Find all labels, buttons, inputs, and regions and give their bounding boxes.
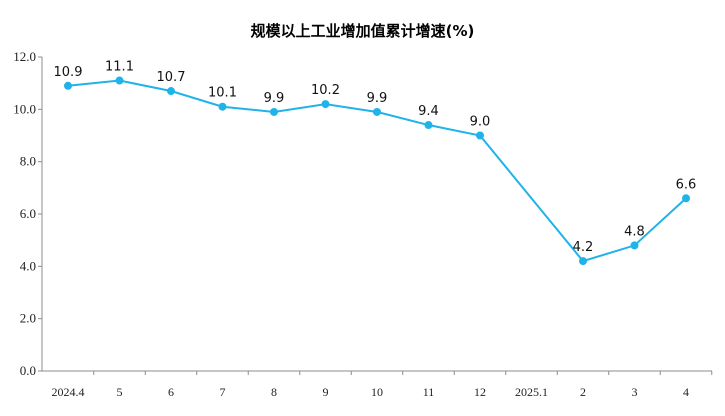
x-tick-label-11: 3 xyxy=(632,385,638,399)
data-point-9 xyxy=(321,100,330,109)
x-tick-label-1: 5 xyxy=(117,385,123,399)
data-label-11: 9.4 xyxy=(418,104,439,119)
x-tick-label-2: 6 xyxy=(168,385,174,399)
data-point-3 xyxy=(630,241,639,250)
data-label-9: 10.2 xyxy=(311,83,340,98)
y-tick-label-8-0: 8.0 xyxy=(20,154,36,169)
x-tick-label-3: 7 xyxy=(220,385,226,399)
data-point-5 xyxy=(115,76,124,85)
data-label-7: 10.1 xyxy=(208,86,237,101)
x-tick-label-8: 12 xyxy=(474,385,486,399)
data-point-11 xyxy=(424,121,433,130)
data-label-5: 11.1 xyxy=(105,60,134,75)
series-lines xyxy=(67,79,687,263)
data-label-3: 4.8 xyxy=(624,224,645,239)
data-point-6 xyxy=(167,87,175,96)
y-tick-label-12-0: 12.0 xyxy=(13,49,36,64)
data-point-10 xyxy=(373,107,381,116)
data-point-2024.4 xyxy=(64,81,72,90)
data-point-8 xyxy=(270,107,278,116)
y-tick-label-6-0: 6.0 xyxy=(20,206,36,221)
data-label-4: 6.6 xyxy=(676,177,697,192)
data-point-2 xyxy=(579,257,587,266)
data-label-6: 10.7 xyxy=(157,70,186,85)
x-tick-label-9: 2025.1 xyxy=(515,385,548,399)
x-tick-label-7: 11 xyxy=(423,385,435,399)
data-label-2024.4: 10.9 xyxy=(54,65,83,80)
data-label-8: 9.9 xyxy=(264,91,285,106)
data-points xyxy=(64,76,690,266)
y-tick-label-2-0: 2.0 xyxy=(20,311,36,326)
data-point-7 xyxy=(218,102,227,111)
x-tick-label-12: 4 xyxy=(683,385,689,399)
x-tick-label-5: 9 xyxy=(323,385,329,399)
data-label-12: 9.0 xyxy=(470,115,491,130)
chart-title: 规模以上工业增加值累计增速(%) xyxy=(250,22,475,40)
series-line-0-0 xyxy=(67,79,687,263)
data-labels: 10.9 11.1 10.7 10.1 9.9 10.2 9.9 9.4 9.0 4.2 4.8 6.… xyxy=(54,60,697,256)
data-label-2: 4.2 xyxy=(573,240,594,255)
x-tick-label-4: 8 xyxy=(271,385,277,399)
data-point-4 xyxy=(682,194,690,203)
x-ticks: 2024.4 5 6 7 8 9 10 11 12 2025.1 2 3 4 xyxy=(52,371,713,399)
y-tick-label-0-0: 0.0 xyxy=(20,363,36,378)
x-tick-label-0: 2024.4 xyxy=(52,385,85,399)
y-tick-label-10-0: 10.0 xyxy=(13,101,36,116)
y-ticks: 0.0 2.0 4.0 6.0 8.0 10.0 12.0 xyxy=(13,49,42,378)
x-tick-label-6: 10 xyxy=(371,385,383,399)
data-point-12 xyxy=(476,131,484,140)
y-tick-label-4-0: 4.0 xyxy=(20,258,36,273)
x-tick-label-10: 2 xyxy=(580,385,586,399)
data-label-10: 9.9 xyxy=(367,91,388,106)
